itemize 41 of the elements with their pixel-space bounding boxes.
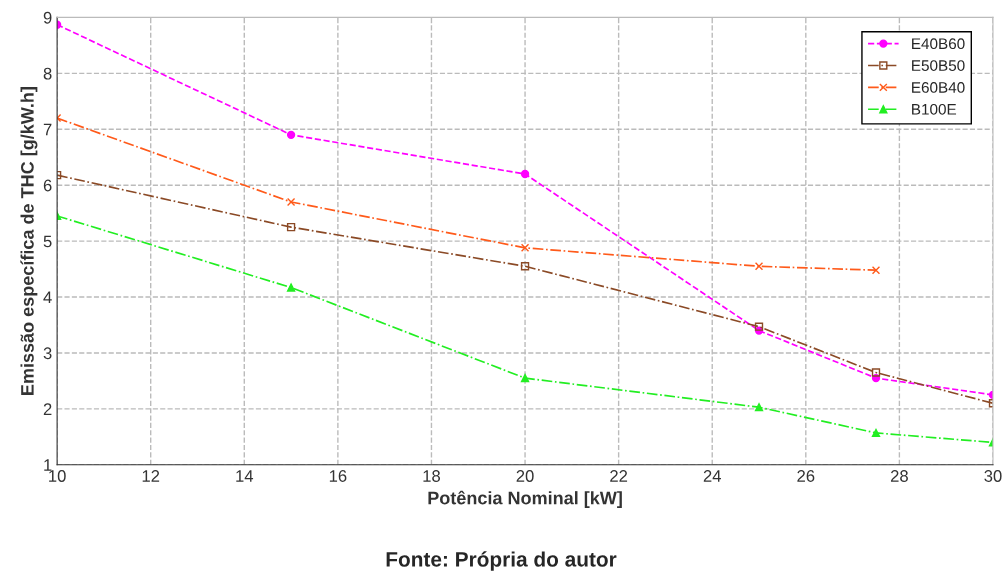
point (520, 262, 530, 271)
y-tick-label: 7 (43, 123, 52, 136)
legend-label: E50B50 (912, 60, 965, 71)
point (871, 266, 881, 275)
x-tick-label: 24 (703, 470, 721, 482)
y-tick-label: 9 (43, 11, 52, 24)
y-tick-label: 2 (43, 403, 52, 415)
y-tick-label: 6 (43, 179, 52, 192)
point (871, 428, 881, 438)
x-tick-label: 26 (797, 470, 815, 482)
legend-label: E60B40 (912, 82, 965, 93)
legend-label: E40B60 (912, 38, 965, 50)
y-tick-label: 5 (43, 235, 52, 248)
x-tick-label: 28 (890, 470, 908, 482)
point (520, 243, 530, 252)
point (286, 283, 296, 292)
point (754, 322, 764, 331)
y-tick-label: 4 (43, 291, 52, 304)
x-tick-label: 18 (423, 470, 441, 482)
point (871, 368, 881, 377)
x-tick-label: 22 (610, 470, 628, 482)
point (754, 262, 764, 271)
source-note: Fonte: Própria do autor (386, 551, 617, 571)
x-tick-label: 14 (236, 470, 254, 482)
x-tick-label: 30 (984, 470, 1002, 482)
point (286, 197, 296, 207)
point (286, 222, 296, 232)
x-axis-title: Potência Nominal [kW] (428, 490, 622, 508)
point (520, 373, 530, 383)
y-tick-label: 1 (44, 459, 52, 471)
legend-label: B100E (912, 103, 957, 115)
y-tick-label: 3 (43, 347, 52, 360)
y-tick-label: 8 (43, 67, 52, 80)
x-tick-label: 10 (49, 470, 66, 482)
x-tick-label: 20 (516, 470, 534, 482)
point (520, 169, 530, 179)
x-tick-label: 12 (142, 470, 160, 482)
x-tick-label: 16 (329, 470, 347, 482)
point (286, 130, 296, 140)
point (754, 403, 764, 412)
y-axis-title: Emissão específica de THC [g/kW.h] (20, 87, 38, 395)
